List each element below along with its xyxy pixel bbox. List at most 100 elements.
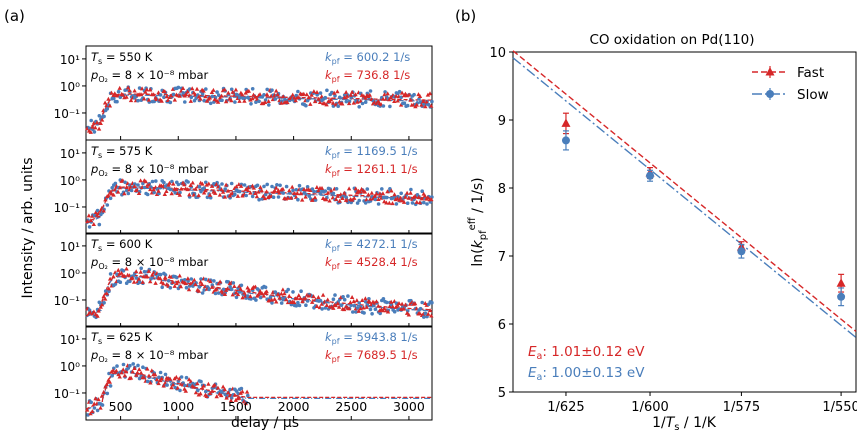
data-point-slow <box>89 400 93 405</box>
data-point-slow <box>158 272 163 277</box>
data-point-fast <box>201 383 206 388</box>
data-point-fast <box>159 98 164 103</box>
data-point-fast <box>162 192 167 196</box>
data-point-fast <box>387 97 392 102</box>
data-point-fast <box>169 191 174 196</box>
data-point-fast <box>175 191 180 195</box>
data-point-fast <box>246 287 252 292</box>
data-point-slow <box>392 309 397 314</box>
data-point-fast <box>406 92 412 97</box>
rate-value: = 1169.5 1/s <box>340 144 418 158</box>
pressure-label: pO₂ = 8 × 10⁻⁸ mbar <box>90 348 209 364</box>
data-point-fast <box>186 287 192 292</box>
data-point-fast <box>382 306 387 310</box>
x-tick-label: 1500 <box>220 399 252 414</box>
data-point-fast <box>132 184 137 188</box>
data-point-slow <box>197 184 202 189</box>
x-tick-label: 1/625 <box>547 400 584 415</box>
data-point-fast <box>398 102 404 107</box>
data-point-fast <box>253 191 258 195</box>
data-point-slow <box>110 186 114 190</box>
x-tick-label: 1/600 <box>631 400 668 415</box>
data-point-slow <box>420 189 425 193</box>
temperature-symbol: T <box>91 144 99 158</box>
data-point-fast <box>201 88 206 93</box>
data-point-fast <box>314 185 320 189</box>
data-point-fast <box>392 99 397 103</box>
data-point-slow <box>145 192 150 197</box>
data-point-fast <box>295 295 300 300</box>
data-point-slow <box>388 104 392 109</box>
data-point-fast <box>256 292 261 297</box>
data-point-fast <box>264 289 269 294</box>
panel-b-label: (b) <box>455 7 476 25</box>
data-point-fast <box>153 280 158 285</box>
data-point-slow <box>168 286 173 290</box>
pressure-subscript: O₂ <box>98 262 108 271</box>
data-point-slow <box>423 311 428 316</box>
data-point-slow <box>242 183 247 187</box>
panel-b-legend: Fast Slow <box>752 65 829 103</box>
data-point-fast <box>219 393 224 398</box>
data-point-slow <box>176 182 181 187</box>
rate-subscript: pf <box>332 244 340 253</box>
data-point-slow <box>183 383 187 388</box>
data-point-fast <box>117 85 122 90</box>
data-point-slow <box>370 312 374 316</box>
data-point-fast <box>251 185 256 190</box>
data-point-fast <box>194 86 200 91</box>
data-point-fast <box>99 302 105 307</box>
data-point-slow <box>254 298 258 302</box>
data-point-fast <box>272 188 278 193</box>
data-point-slow <box>163 372 168 377</box>
rate-label-fast: kpf = 736.8 1/s <box>325 68 410 84</box>
data-point-fast <box>141 96 147 101</box>
data-point-slow <box>110 373 114 378</box>
data-point-slow <box>405 103 410 108</box>
data-point-fast <box>304 92 309 97</box>
data-point-fast <box>242 290 247 295</box>
data-point-fast <box>262 100 268 104</box>
data-point-fast <box>340 196 345 200</box>
data-point-slow <box>352 303 357 308</box>
data-point-fast <box>223 99 229 104</box>
panel-b-title: CO oxidation on Pd(110) <box>589 32 754 48</box>
data-point-fast <box>136 191 142 195</box>
data-point-slow <box>168 100 173 105</box>
data-point-slow <box>262 184 266 189</box>
data-point-fast <box>253 94 258 99</box>
data-point-slow <box>239 386 244 391</box>
data-point-fast <box>332 90 337 95</box>
data-point-fast <box>153 372 158 377</box>
data-point-slow <box>97 114 102 118</box>
data-point-fast <box>174 374 179 379</box>
rate-subscript: pf <box>332 57 340 66</box>
pressure-value: = 8 × 10⁻⁸ mbar <box>108 348 209 362</box>
data-point-fast <box>117 374 122 379</box>
data-point-fast <box>104 291 109 296</box>
data-point-slow <box>561 136 570 145</box>
data-point-fast <box>88 411 93 416</box>
data-point-fast <box>414 102 419 107</box>
data-point-slow <box>200 291 205 295</box>
data-point-fast <box>107 103 113 108</box>
data-point-fast <box>215 385 221 390</box>
y-tick-label: 5 <box>498 386 506 401</box>
data-point-fast <box>425 92 431 97</box>
temperature-value: = 625 K <box>102 330 153 344</box>
data-point-fast <box>102 100 108 105</box>
data-point-slow <box>108 272 113 276</box>
subplot-1: 10¹ 10⁰ 10⁻¹ Ts = 550 K pO₂ = 8 × 10⁻⁸ mbar k… <box>54 45 434 141</box>
data-point-fast <box>264 189 269 194</box>
data-point-fast <box>429 103 434 108</box>
data-point-fast <box>122 191 127 196</box>
data-point-fast <box>106 96 111 101</box>
data-point-slow <box>410 201 415 205</box>
data-point-slow <box>86 413 90 417</box>
data-point-fast <box>103 384 108 389</box>
data-point-slow <box>276 195 281 199</box>
data-point-slow <box>160 285 164 290</box>
data-point-fast <box>366 192 371 197</box>
y-tick-label: 7 <box>498 250 506 265</box>
